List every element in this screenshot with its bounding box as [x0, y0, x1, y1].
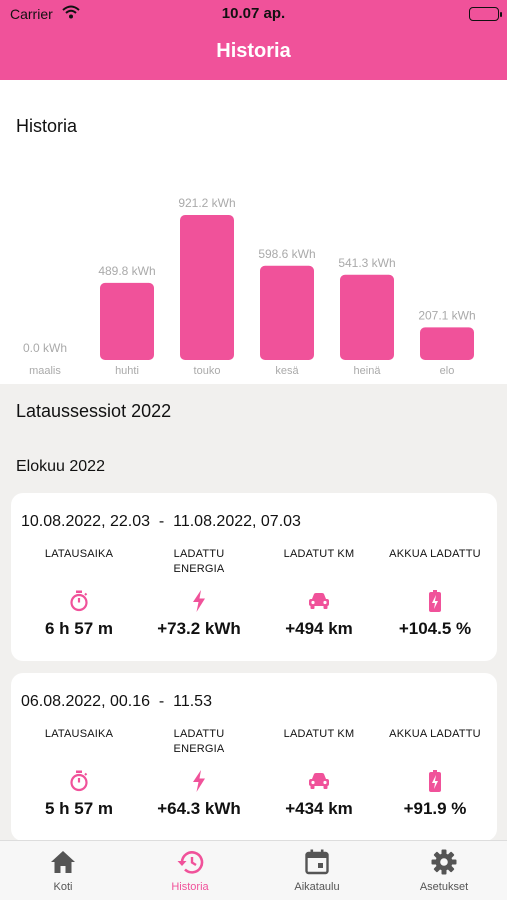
stat-km: LADATUT KM +494 km: [259, 547, 379, 639]
stat-label: LATAUSAIKA: [44, 548, 114, 560]
chart-category-label: kesä: [275, 365, 299, 377]
chart-category-label: maalis: [29, 365, 61, 377]
wifi-icon: [62, 5, 80, 24]
chart-value-label: 0.0 kWh: [23, 341, 67, 355]
stat-energy: LADATTU ENERGIA +64.3 kWh: [139, 727, 259, 819]
session-date-range: 10.08.2022, 22.03 - 11.08.2022, 07.03: [21, 513, 301, 530]
session-date-range: 06.08.2022, 00.16 - 11.53: [21, 693, 212, 710]
chart-category-label: elo: [440, 365, 455, 377]
battery-charging-icon: [375, 589, 495, 613]
stat-label: LADATUT KM: [283, 548, 355, 560]
stat-energy: LADATTU ENERGIA +73.2 kWh: [139, 547, 259, 639]
chart-category-label: huhti: [115, 365, 139, 377]
session-card[interactable]: 06.08.2022, 00.16 - 11.53 LATAUSAIKA 5 h…: [11, 673, 497, 841]
stat-km: LADATUT KM +434 km: [259, 727, 379, 819]
chart-value-label: 541.3 kWh: [338, 256, 395, 270]
chart-category-label: touko: [194, 365, 221, 377]
stopwatch-icon: [19, 589, 139, 613]
stat-label: LADATTU ENERGIA: [173, 548, 225, 575]
tab-label: Asetukset: [419, 881, 469, 893]
car-icon: [259, 589, 379, 613]
car-icon: [259, 769, 379, 793]
battery-icon: [469, 7, 502, 21]
navigation-bar: Historia: [0, 30, 507, 80]
stopwatch-icon: [19, 769, 139, 793]
stat-battery: AKKUA LADATTU +104.5 %: [375, 547, 495, 639]
chart-value-label: 207.1 kWh: [418, 308, 475, 322]
history-icon: [127, 847, 253, 877]
tab-history[interactable]: Historia: [127, 847, 253, 893]
tab-bar: Koti Historia Aikataulu: [0, 840, 507, 900]
stat-value: +73.2 kWh: [157, 619, 241, 638]
tab-home[interactable]: Koti: [0, 847, 126, 893]
stat-label: LADATUT KM: [283, 728, 355, 740]
chart-bar: [100, 282, 154, 360]
chart-bar: [420, 327, 474, 360]
tab-label: Historia: [171, 881, 209, 893]
stat-charging-time: LATAUSAIKA 6 h 57 m: [19, 547, 139, 639]
lightning-icon: [139, 589, 259, 613]
stat-label: LADATTU ENERGIA: [173, 728, 225, 755]
page-title: Historia: [216, 40, 291, 62]
session-card[interactable]: 10.08.2022, 22.03 - 11.08.2022, 07.03 LA…: [11, 493, 497, 661]
battery-charging-icon: [375, 769, 495, 793]
tab-label: Koti: [53, 881, 73, 893]
stat-value: +91.9 %: [403, 799, 467, 818]
stat-value: +494 km: [285, 619, 353, 638]
tab-schedule[interactable]: Aikataulu: [254, 847, 380, 893]
stat-value: 6 h 57 m: [44, 619, 114, 638]
chart-value-label: 489.8 kWh: [98, 264, 155, 278]
chart-value-label: 921.2 kWh: [178, 196, 235, 210]
carrier-label: Carrier: [10, 6, 53, 22]
month-title: Elokuu 2022: [16, 458, 105, 475]
tab-label: Aikataulu: [294, 881, 340, 893]
clock-time: 10.07 ap.: [221, 5, 286, 22]
stat-battery: AKKUA LADATTU +91.9 %: [375, 727, 495, 819]
home-icon: [0, 847, 126, 877]
monthly-energy-bar-chart: 0.0 kWh maalis 489.8 kWh huhti 921.2 kWh touk…: [23, 196, 476, 377]
chart-bar: [180, 215, 234, 360]
stat-charging-time: LATAUSAIKA 5 h 57 m: [19, 727, 139, 819]
chart-category-label: heinä: [354, 365, 382, 377]
tab-settings[interactable]: Asetukset: [381, 847, 507, 893]
stat-label: AKKUA LADATTU: [389, 728, 481, 740]
chart-bar: [260, 265, 314, 360]
chart-title: Historia: [16, 116, 78, 136]
stat-value: +434 km: [285, 799, 353, 818]
history-chart-card: Historia 0.0 kWh maalis 489.8 kWh huhti 921.…: [0, 80, 507, 384]
stat-value: +64.3 kWh: [157, 799, 241, 818]
stat-value: 5 h 57 m: [44, 799, 114, 818]
chart-value-label: 598.6 kWh: [258, 247, 315, 261]
status-bar: Carrier 10.07 ap.: [0, 0, 507, 30]
stat-label: LATAUSAIKA: [44, 728, 114, 740]
calendar-icon: [254, 847, 380, 877]
chart-bar: [340, 274, 394, 360]
gear-icon: [381, 847, 507, 877]
sessions-section-title: Lataussessiot 2022: [16, 401, 172, 421]
lightning-icon: [139, 769, 259, 793]
stat-label: AKKUA LADATTU: [389, 548, 481, 560]
stat-value: +104.5 %: [398, 619, 472, 638]
